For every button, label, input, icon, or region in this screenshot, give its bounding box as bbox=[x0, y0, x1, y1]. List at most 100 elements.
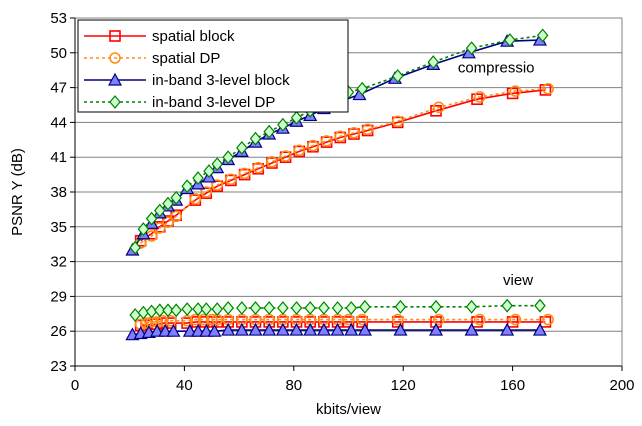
data-point bbox=[359, 299, 371, 314]
data-point bbox=[432, 101, 445, 114]
data-point bbox=[236, 140, 248, 155]
annotation-label: view bbox=[503, 272, 533, 289]
data-point bbox=[506, 87, 519, 100]
data-point bbox=[334, 130, 347, 143]
data-point bbox=[473, 91, 486, 103]
data-point bbox=[290, 110, 303, 125]
data-point bbox=[500, 322, 515, 336]
data-point bbox=[471, 316, 483, 328]
legend-marker bbox=[109, 30, 121, 42]
legend-item: in-band 3-level block bbox=[84, 72, 290, 89]
data-point bbox=[266, 156, 278, 168]
y-tick-label: 53 bbox=[50, 10, 67, 27]
data-point bbox=[330, 322, 345, 336]
data-point bbox=[197, 313, 210, 326]
data-point bbox=[222, 150, 234, 165]
data-point bbox=[140, 317, 152, 329]
data-point bbox=[249, 131, 262, 146]
data-point bbox=[465, 299, 478, 314]
data-point bbox=[263, 301, 275, 315]
data-point bbox=[430, 299, 442, 314]
data-point bbox=[303, 322, 318, 336]
data-point bbox=[191, 323, 206, 337]
data-point bbox=[154, 203, 166, 218]
data-point bbox=[471, 93, 483, 105]
data-point bbox=[320, 135, 333, 147]
series-line bbox=[140, 89, 546, 242]
data-point bbox=[164, 314, 177, 327]
data-point bbox=[539, 316, 552, 328]
data-point bbox=[234, 322, 249, 336]
data-point bbox=[156, 314, 169, 327]
legend-marker bbox=[109, 52, 121, 64]
data-point bbox=[238, 167, 251, 180]
data-point bbox=[211, 157, 224, 172]
series-view-6 bbox=[125, 322, 547, 341]
data-point bbox=[199, 323, 214, 337]
series-line bbox=[134, 304, 540, 316]
y-tick-label: 29 bbox=[50, 288, 67, 305]
data-point bbox=[473, 313, 486, 326]
data-point bbox=[290, 301, 303, 315]
data-point bbox=[200, 302, 213, 317]
data-point bbox=[249, 301, 262, 315]
data-point bbox=[430, 105, 442, 117]
y-tick-label: 47 bbox=[50, 80, 67, 97]
data-point bbox=[427, 55, 440, 70]
data-point bbox=[277, 301, 289, 315]
axes bbox=[70, 17, 623, 371]
data-point bbox=[509, 85, 522, 97]
data-point bbox=[394, 299, 407, 314]
legend-item: spatial block bbox=[84, 28, 235, 45]
data-point bbox=[348, 127, 360, 139]
legend-item: in-band 3-level DP bbox=[84, 94, 275, 111]
annotation-label: compressio bbox=[458, 60, 535, 77]
data-point bbox=[534, 298, 546, 313]
data-point bbox=[509, 313, 522, 326]
data-point bbox=[542, 313, 554, 326]
data-point bbox=[207, 323, 222, 337]
data-point bbox=[391, 69, 404, 83]
data-point bbox=[432, 313, 445, 326]
legend-label: in-band 3-level block bbox=[152, 72, 290, 89]
data-point bbox=[342, 313, 355, 326]
data-point bbox=[391, 115, 404, 128]
data-point bbox=[189, 193, 202, 205]
data-point bbox=[192, 302, 204, 317]
data-point bbox=[221, 322, 236, 336]
data-point bbox=[293, 144, 306, 157]
series-line bbox=[134, 34, 543, 249]
legend-marker bbox=[109, 95, 121, 109]
legend-label: spatial block bbox=[152, 28, 235, 45]
data-point bbox=[393, 322, 408, 336]
data-point bbox=[344, 322, 359, 336]
data-point bbox=[356, 313, 368, 326]
data-point bbox=[304, 301, 316, 315]
data-point bbox=[275, 322, 290, 336]
data-point bbox=[252, 161, 265, 174]
data-point bbox=[170, 210, 182, 223]
data-point bbox=[203, 164, 215, 179]
y-axis-label: PSNR Y (dB) bbox=[9, 148, 26, 236]
data-point bbox=[279, 150, 292, 162]
y-tick-label: 50 bbox=[50, 45, 67, 62]
x-tick-label: 0 bbox=[71, 377, 79, 394]
data-point bbox=[225, 173, 237, 186]
data-point bbox=[357, 322, 372, 336]
data-point bbox=[316, 322, 331, 336]
data-point bbox=[181, 179, 193, 194]
data-point bbox=[181, 302, 193, 317]
data-point bbox=[158, 323, 173, 337]
data-point bbox=[192, 171, 204, 186]
annotations: compressio view bbox=[458, 60, 535, 289]
data-point bbox=[289, 322, 304, 336]
data-point bbox=[166, 323, 181, 337]
data-point bbox=[263, 124, 275, 139]
data-point bbox=[307, 139, 319, 152]
x-tick-label: 80 bbox=[285, 377, 302, 394]
series-view-7 bbox=[129, 298, 546, 322]
data-point bbox=[504, 33, 516, 47]
x-tick-label: 160 bbox=[500, 377, 525, 394]
data-point bbox=[536, 28, 549, 43]
